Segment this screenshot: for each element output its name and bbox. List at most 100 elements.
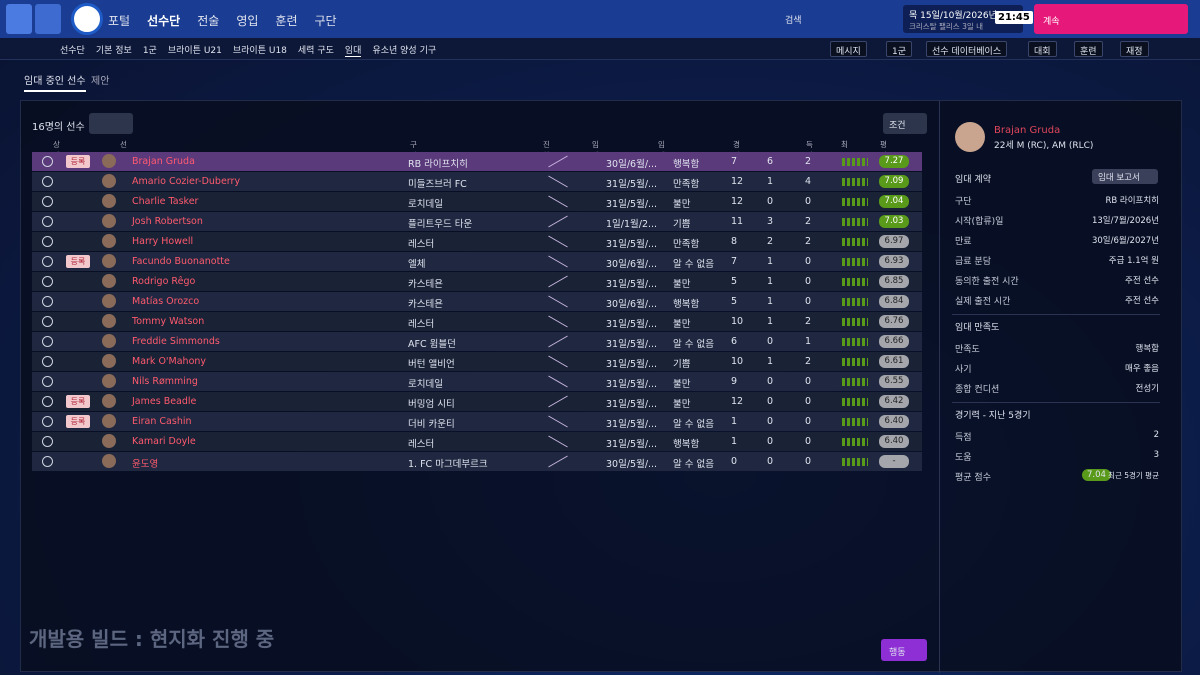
radio[interactable] (42, 436, 53, 447)
player-name[interactable]: Amario Cozier-Duberry (132, 176, 241, 187)
sub-nav-item[interactable]: 유소년 양성 기구 (372, 46, 437, 56)
player-name[interactable]: 윤도영 (132, 459, 159, 470)
club-name[interactable]: 카스테욘 (408, 279, 443, 290)
radio[interactable] (42, 196, 53, 207)
player-name[interactable]: Kamari Doyle (132, 436, 196, 447)
quick-button[interactable]: 선수 데이터베이스 (926, 41, 1008, 57)
club-name[interactable]: 버밍엄 시티 (408, 399, 455, 410)
player-row[interactable]: Matías Orozco 카스테욘 30일/6월/... 행복함 5 1 0 6.84 (32, 292, 922, 311)
nav-item[interactable]: 구단 (314, 14, 337, 28)
profile-name[interactable]: Brajan Gruda (994, 125, 1061, 136)
player-name[interactable]: Nils Rømming (132, 376, 198, 387)
player-name[interactable]: Harry Howell (132, 236, 194, 247)
sub-nav-item[interactable]: 세력 구도 (297, 46, 334, 56)
club-name[interactable]: 미들즈브러 FC (408, 179, 467, 190)
filter-button[interactable]: 조건 (883, 113, 927, 134)
club-name[interactable]: 레스터 (408, 319, 435, 330)
nav-item[interactable]: 포털 (108, 14, 131, 28)
date-box[interactable]: 목 15일/10월/2026년 크리스탈 팰리스 3일 내 21:45 (903, 5, 1033, 33)
club-name[interactable]: 버턴 앨비언 (408, 359, 455, 370)
club-name[interactable]: 레스터 (408, 239, 435, 250)
sub-nav-item[interactable]: 브라이튼 U21 (167, 46, 222, 56)
player-row[interactable]: Rodrigo Rêgo 카스테욘 31일/5월/... 불만 5 1 0 6.85 (32, 272, 922, 291)
player-name[interactable]: Matías Orozco (132, 296, 200, 307)
player-row[interactable]: 등록 Eiran Cashin 더비 카운티 31일/5월/... 알 수 없음 1 0 0 6… (32, 412, 922, 431)
club-name[interactable]: 로치데일 (408, 199, 443, 210)
player-name[interactable]: Freddie Simmonds (132, 336, 220, 347)
tab-active[interactable]: 임대 중인 선수 (24, 72, 86, 92)
quick-button[interactable]: 1군 (886, 41, 913, 57)
radio[interactable] (42, 316, 53, 327)
sub-nav-item[interactable]: 브라이튼 U18 (232, 46, 287, 56)
avatar (102, 414, 116, 428)
player-row[interactable]: Mark O'Mahony 버턴 앨비언 31일/5월/... 기쁨 10 1 2 6.61 (32, 352, 922, 371)
player-row[interactable]: Kamari Doyle 레스터 31일/5월/... 행복함 1 0 0 6.40 (32, 432, 922, 451)
player-name[interactable]: Josh Robertson (132, 216, 203, 227)
radio[interactable] (42, 356, 53, 367)
player-row[interactable]: Tommy Watson 레스터 31일/5월/... 불만 10 1 2 6.76 (32, 312, 922, 331)
progress (548, 255, 568, 268)
player-name[interactable]: Facundo Buonanotte (132, 256, 230, 267)
radio[interactable] (42, 256, 53, 267)
player-name[interactable]: Charlie Tasker (132, 196, 199, 207)
club-logo[interactable] (71, 3, 103, 35)
nav-item[interactable]: 훈련 (275, 14, 298, 28)
report-button[interactable]: 임대 보고서 (1092, 169, 1158, 184)
player-name[interactable]: Brajan Gruda (132, 156, 195, 167)
radio[interactable] (42, 216, 53, 227)
quick-button[interactable]: 대회 (1028, 41, 1057, 57)
radio[interactable] (42, 276, 53, 287)
player-row[interactable]: Amario Cozier-Duberry 미들즈브러 FC 31일/5월/... 만… (32, 172, 922, 191)
quick-button[interactable]: 훈련 (1074, 41, 1103, 57)
player-row[interactable]: Nils Rømming 로치데일 31일/5월/... 불만 9 0 0 6.55 (32, 372, 922, 391)
nav-item[interactable]: 영입 (236, 14, 259, 28)
radio[interactable] (42, 456, 53, 467)
action-button[interactable]: 행동 (881, 639, 927, 661)
radio[interactable] (42, 336, 53, 347)
continue-button[interactable]: 계속 (1034, 4, 1188, 34)
player-name[interactable]: Rodrigo Rêgo (132, 276, 196, 287)
radio[interactable] (42, 376, 53, 387)
player-row[interactable]: Charlie Tasker 로치데일 31일/5월/... 불만 12 0 0 7.04 (32, 192, 922, 211)
player-row[interactable]: Harry Howell 레스터 31일/5월/... 만족함 8 2 2 6.97 (32, 232, 922, 251)
club-name[interactable]: 더비 카운티 (408, 419, 455, 430)
club-name[interactable]: 플리트우드 타운 (408, 219, 473, 230)
radio[interactable] (42, 156, 53, 167)
nav-item[interactable]: 전술 (197, 14, 220, 28)
club-name[interactable]: AFC 윔블던 (408, 339, 456, 350)
club-name[interactable]: 로치데일 (408, 379, 443, 390)
player-row[interactable]: 등록 James Beadle 버밍엄 시티 31일/5월/... 불만 12 0 0 6.42 (32, 392, 922, 411)
nav-item[interactable]: 선수단 (147, 14, 181, 28)
club-name[interactable]: 카스테욘 (408, 299, 443, 310)
player-name[interactable]: Mark O'Mahony (132, 356, 207, 367)
player-row[interactable]: 등록 Brajan Gruda RB 라이프치히 30일/6월/... 행복함 7 6 2 7.… (32, 152, 922, 171)
club-name[interactable]: 레스터 (408, 439, 435, 450)
radio[interactable] (42, 416, 53, 427)
quick-button[interactable]: 메시지 (830, 41, 867, 57)
radio[interactable] (42, 296, 53, 307)
sub-nav-item[interactable]: 기본 정보 (95, 46, 132, 56)
player-row[interactable]: Josh Robertson 플리트우드 타운 1일/1월/2... 기쁨 11 3 2 7.… (32, 212, 922, 231)
tab[interactable]: 제안 (91, 76, 110, 87)
radio[interactable] (42, 236, 53, 247)
sub-nav-item[interactable]: 선수단 (60, 46, 85, 56)
radio[interactable] (42, 176, 53, 187)
club-name[interactable]: 1. FC 마그데부르크 (408, 459, 488, 470)
radio[interactable] (42, 396, 53, 407)
player-name[interactable]: Tommy Watson (132, 316, 205, 327)
player-row[interactable]: 등록 Facundo Buonanotte 엘체 30일/6월/... 알 수 없음 7 1… (32, 252, 922, 271)
back-button[interactable] (6, 4, 32, 34)
sub-nav-item[interactable]: 1군 (142, 46, 157, 56)
club-name[interactable]: 엘체 (408, 259, 426, 270)
player-row[interactable]: 윤도영 1. FC 마그데부르크 30일/5월/... 알 수 없음 0 0 0 - (32, 452, 922, 471)
view-button[interactable] (89, 113, 133, 134)
forward-button[interactable] (35, 4, 61, 34)
sub-nav-item[interactable]: 임대 (344, 43, 362, 57)
player-row[interactable]: Freddie Simmonds AFC 윔블던 31일/5월/... 알 수 없음 6… (32, 332, 922, 351)
quick-button[interactable]: 재정 (1120, 41, 1149, 57)
player-name[interactable]: Eiran Cashin (132, 416, 192, 427)
rating: 6.97 (879, 235, 909, 248)
search[interactable]: 검색 (785, 16, 802, 26)
club-name[interactable]: RB 라이프치히 (408, 159, 468, 170)
player-name[interactable]: James Beadle (132, 396, 197, 407)
